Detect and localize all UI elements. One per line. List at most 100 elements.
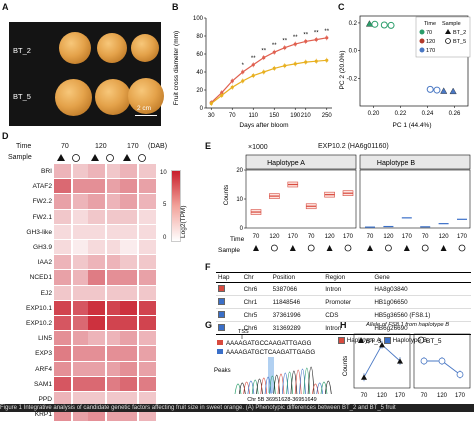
d-marker-triangle <box>123 154 131 161</box>
heatmap-cell <box>120 361 137 377</box>
panel-label-e: E <box>205 141 212 151</box>
d-time-170: 170 <box>127 143 139 150</box>
heatmap-cell <box>139 164 156 180</box>
table-cell-position: 31369289 <box>270 321 324 335</box>
b-point <box>230 85 234 89</box>
table-cell-position: 5387066 <box>270 282 324 296</box>
figure-caption: Figure 1 Integrative analysis of candida… <box>0 404 474 412</box>
e-time-label: Time <box>230 236 245 243</box>
heatmap-cell <box>54 224 71 240</box>
d-colorbar-tick: 5 <box>163 202 167 208</box>
c-legend-time-70: 70 <box>426 30 432 36</box>
heatmap-cell <box>120 224 137 240</box>
heatmap-cell <box>88 224 105 240</box>
b-xtick-label: 30 <box>208 113 215 119</box>
e-sample-label: Sample <box>218 247 240 254</box>
c-ytick-label: -0.2 <box>347 76 358 82</box>
c-point <box>365 20 373 27</box>
e-sample-triangle <box>326 245 333 251</box>
b-ytick-label: 40 <box>196 70 203 76</box>
chart-c: -0.20.00.20.20 0.22 0.24 0.26 PC 2 (20.0%) … <box>339 15 471 129</box>
heatmap-cell <box>54 285 71 301</box>
c-point <box>380 21 388 29</box>
b-ytick-label: 80 <box>196 34 203 40</box>
heatmap-cell <box>88 194 105 210</box>
g-peak <box>238 382 246 395</box>
scale-bar <box>135 115 157 116</box>
b-point <box>325 36 329 40</box>
g-peak <box>294 369 302 395</box>
photo-label-bt2: BT_2 <box>13 46 31 55</box>
heatmap-cell <box>139 270 156 286</box>
b-point <box>272 66 276 70</box>
d-sample-markers <box>57 154 146 162</box>
c-xtick-label: 0.22 <box>395 111 407 117</box>
g-hap-a-swatch <box>217 340 223 345</box>
heatmap-cell <box>73 285 90 301</box>
heatmap-cell <box>139 331 156 347</box>
h-xtick-label: 170 <box>395 393 406 399</box>
h-bt3-label: BT_3 <box>366 338 382 345</box>
d-dab-label: (DAB) <box>148 143 168 150</box>
heatmap-cell <box>107 164 124 180</box>
e-sample-circle <box>384 244 392 252</box>
photo-label-bt5: BT_5 <box>13 92 31 101</box>
heatmap-cell <box>88 316 105 332</box>
h-point <box>397 358 403 364</box>
table-header-chr: Chr <box>241 272 271 283</box>
heatmap-row-label: IAA2 <box>37 259 52 267</box>
table-header-region: Region <box>323 272 373 283</box>
b-ylabel: Fruit cross diameter (mm) <box>173 31 180 105</box>
heatmap-cell <box>120 376 137 392</box>
h-xtick-label: 70 <box>361 393 368 399</box>
b-significance: ** <box>272 43 277 49</box>
heatmap-cell <box>139 240 156 256</box>
heatmap-cell <box>107 240 124 256</box>
d-colorbar <box>171 170 181 242</box>
table-cell-gene: HA8g03840 <box>372 282 471 296</box>
e-frame-b <box>359 169 471 229</box>
c-legend-time-title: Time <box>424 21 436 27</box>
heatmap-cell <box>139 285 156 301</box>
b-point <box>251 74 255 78</box>
h-point <box>456 371 464 378</box>
heatmap-cell <box>107 346 124 362</box>
b-significance: * <box>242 63 245 69</box>
g-chromatogram <box>234 366 332 395</box>
e-xtick-label: 120 <box>383 234 394 240</box>
e-sample-circle <box>458 244 466 252</box>
heatmap-cell <box>54 300 71 316</box>
b-significance: ** <box>303 32 308 38</box>
e-sample-circle <box>307 244 315 252</box>
heatmap-cell <box>107 316 124 332</box>
heatmap-cell <box>120 209 137 225</box>
b-ytick-label: 60 <box>196 52 203 58</box>
g-peak <box>269 375 276 395</box>
chart-e: 0 10 20 70 120 170 70 120 170 70 120 170 70 120 170 C… <box>218 154 471 254</box>
heatmap-cell <box>73 240 90 256</box>
heatmap-cell <box>88 361 105 377</box>
h-series-line <box>363 344 401 378</box>
table-cell-position: 11848546 <box>270 295 324 309</box>
e-ytick-label: 20 <box>236 168 243 174</box>
h-ylabel: Counts <box>342 355 349 376</box>
d-colorbar-tick: 10 <box>160 170 167 176</box>
d-marker-triangle <box>57 154 65 161</box>
e-xtick-label: 70 <box>367 234 374 240</box>
e-strip-a <box>245 154 357 170</box>
heatmap-cell <box>120 179 137 195</box>
b-xtick-label: 250 <box>322 113 333 119</box>
heatmap-cell <box>54 331 71 347</box>
heatmap-cell <box>88 300 105 316</box>
c-point <box>371 20 379 28</box>
heatmap-cell <box>88 255 105 271</box>
c-legend-bt5: BT_5 <box>453 39 466 45</box>
h-point <box>420 357 428 365</box>
panel-label-d: D <box>2 131 9 141</box>
c-ytick-label: 0.2 <box>349 21 358 27</box>
heatmap-cell <box>88 164 105 180</box>
h-bt5-marker <box>417 336 425 344</box>
heatmap-cell <box>54 240 71 256</box>
heatmap-cell <box>107 270 124 286</box>
c-ytick-label: 0.0 <box>349 49 358 55</box>
